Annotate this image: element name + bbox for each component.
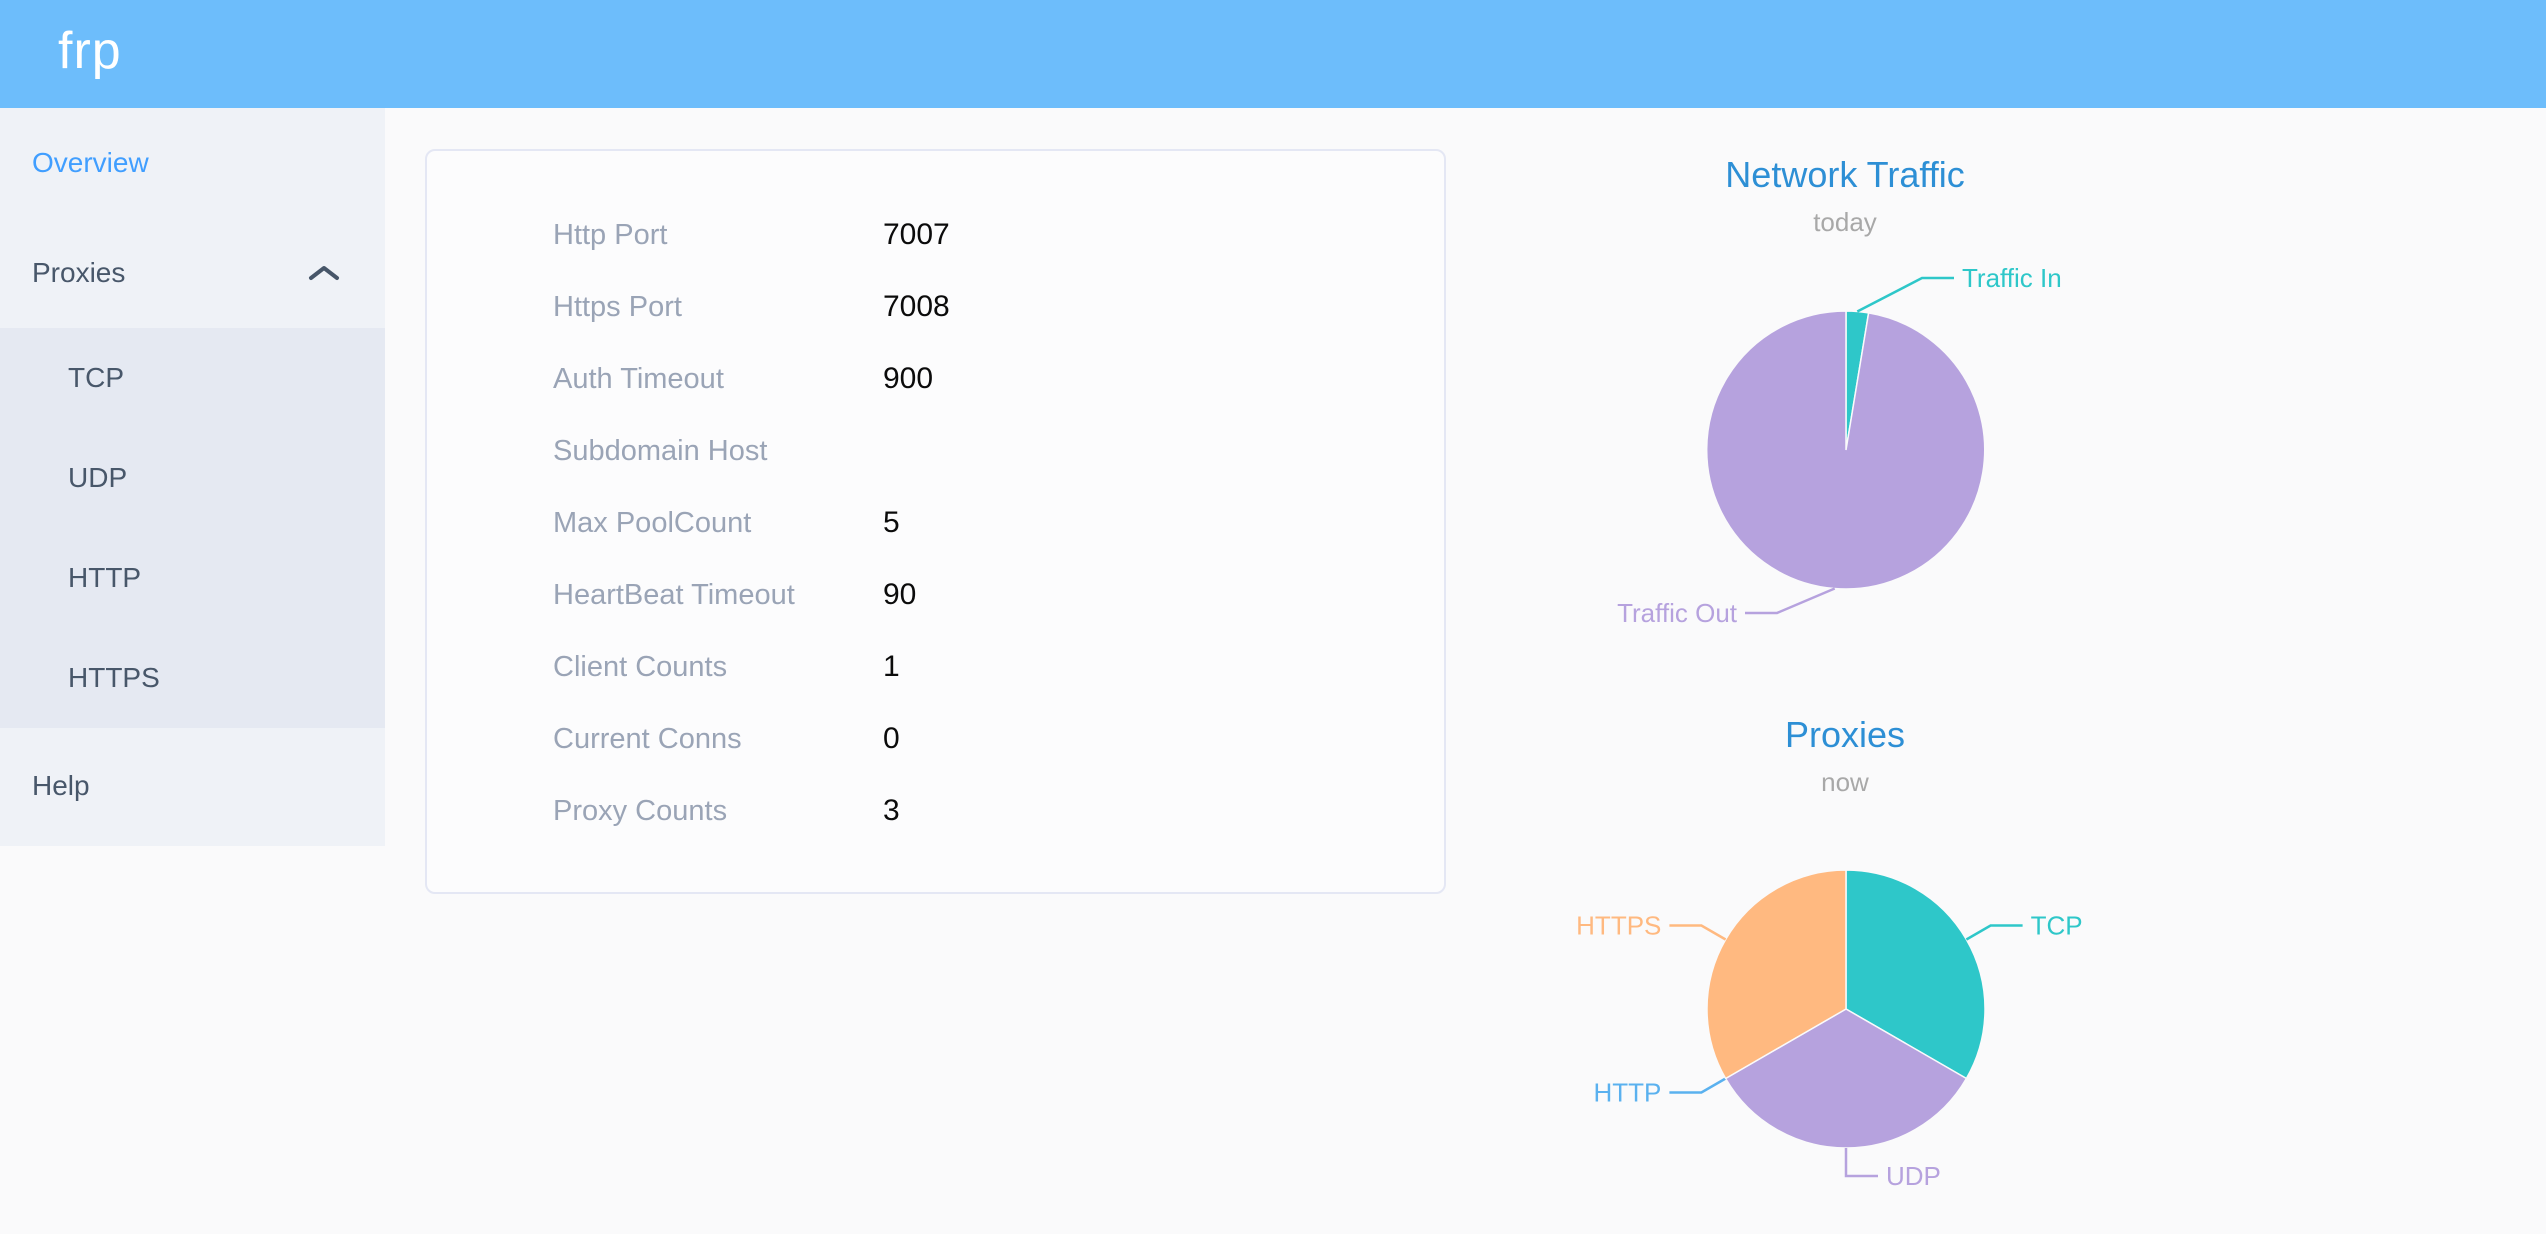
sidebar-item-help[interactable]: Help (0, 728, 385, 843)
config-label: Proxy Counts (553, 794, 728, 827)
sidebar-item-tcp[interactable]: TCP (0, 328, 385, 428)
pie-slice-traffic-out[interactable] (1705, 310, 1986, 590)
pie-label-line-http (1669, 1077, 1727, 1094)
sidebar-item-tcp-label: TCP (68, 362, 124, 393)
proxies-chart-title: Proxies (1784, 714, 1906, 755)
pie-label-udp: UDP (1886, 1161, 1941, 1191)
pie-label-line-traffic-in (1856, 276, 1954, 313)
config-row: Max PoolCount 5 (427, 487, 1444, 559)
config-label: Subdomain Host (553, 434, 768, 467)
config-label: HeartBeat Timeout (553, 578, 795, 611)
config-label: Http Port (553, 218, 668, 251)
pie-label-traffic-out: Traffic Out (1617, 598, 1738, 628)
config-value: 3 (883, 794, 900, 827)
server-config-card: Http Port 7007 Https Port 7008 Auth Timeout 9… (425, 149, 1446, 894)
network-traffic-chart-header: Network Traffic today (1545, 150, 2145, 240)
sidebar-item-https-label: HTTPS (68, 662, 160, 693)
config-value: 5 (883, 506, 900, 539)
config-label: Https Port (553, 290, 682, 323)
config-value: 90 (883, 578, 917, 611)
config-value: 1 (883, 650, 900, 683)
sidebar-item-http[interactable]: HTTP (0, 528, 385, 628)
pie-label-http: HTTP (1594, 1078, 1662, 1108)
config-row: Client Counts 1 (427, 631, 1444, 703)
config-row: Https Port 7008 (427, 271, 1444, 343)
sidebar-item-overview-label: Overview (32, 147, 149, 178)
config-row: Proxy Counts 3 (427, 775, 1444, 847)
config-value: 0 (883, 722, 900, 755)
app-header: frp (0, 0, 2546, 108)
proxies-chart-subtitle: now (1821, 767, 1869, 797)
config-value: 900 (883, 362, 934, 395)
app-logo: frp (58, 22, 122, 80)
sidebar-item-help-label: Help (32, 769, 90, 801)
pie-label-traffic-in: Traffic In (1962, 263, 2062, 293)
config-value: 7008 (883, 290, 950, 323)
config-label: Current Conns (553, 722, 742, 755)
sidebar-item-proxies-label: Proxies (32, 257, 126, 288)
sidebar-item-overview[interactable]: Overview (0, 108, 385, 218)
config-row: Current Conns 0 (427, 703, 1444, 775)
pie-label-line-tcp (1965, 924, 2023, 941)
config-label: Auth Timeout (553, 362, 724, 395)
sidebar-item-proxies[interactable]: Proxies (0, 218, 385, 328)
config-row: Subdomain Host (427, 415, 1444, 487)
config-label: Max PoolCount (553, 506, 752, 539)
pie-label-https: HTTPS (1576, 911, 1661, 941)
sidebar-item-https[interactable]: HTTPS (0, 628, 385, 728)
pie-label-tcp: TCP (2031, 911, 2083, 941)
network-traffic-chart-title: Network Traffic (1725, 154, 1965, 195)
config-value: 7007 (883, 218, 950, 251)
sidebar-item-udp[interactable]: UDP (0, 428, 385, 528)
server-config-rows: Http Port 7007 Https Port 7008 Auth Timeout 9… (427, 199, 1444, 847)
sidebar: Overview Proxies TCP UDP HTTP HTTPS Help (0, 108, 385, 846)
config-label: Client Counts (553, 650, 728, 683)
chevron-up-icon[interactable] (307, 263, 341, 283)
config-row: HeartBeat Timeout 90 (427, 559, 1444, 631)
config-row: Auth Timeout 900 (427, 343, 1444, 415)
pie-label-line-traffic-out (1745, 587, 1836, 615)
pie-label-line-https (1669, 924, 1727, 941)
sidebar-item-http-label: HTTP (68, 562, 142, 593)
config-row: Http Port 7007 (427, 199, 1444, 271)
pie-label-line-udp (1844, 1148, 1878, 1178)
proxies-submenu: TCP UDP HTTP HTTPS (0, 328, 385, 728)
proxies-chart-header: Proxies now (1545, 710, 2145, 800)
sidebar-item-udp-label: UDP (68, 462, 128, 493)
network-traffic-chart-subtitle: today (1813, 207, 1877, 237)
